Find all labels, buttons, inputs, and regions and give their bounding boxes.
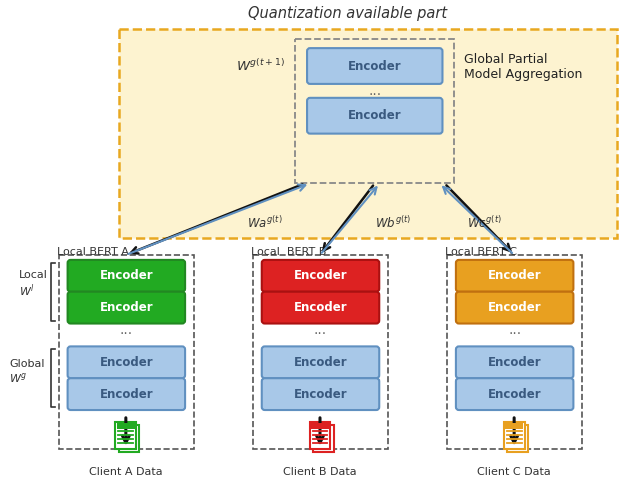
Text: Client A Data: Client A Data <box>89 467 163 477</box>
Bar <box>504 422 525 449</box>
Text: Encoder: Encoder <box>294 356 348 369</box>
Bar <box>311 424 329 429</box>
Text: ...: ... <box>508 323 521 337</box>
Text: ...: ... <box>368 84 381 98</box>
Text: $Wb^{g(t)}$: $Wb^{g(t)}$ <box>374 215 411 231</box>
FancyBboxPatch shape <box>68 378 185 410</box>
FancyBboxPatch shape <box>262 292 380 323</box>
Text: Global
$W^g$: Global $W^g$ <box>10 359 45 385</box>
Text: Encoder: Encoder <box>488 356 541 369</box>
Text: Encoder: Encoder <box>294 269 348 282</box>
Text: Encoder: Encoder <box>294 301 348 314</box>
Bar <box>295 39 454 183</box>
FancyBboxPatch shape <box>456 347 573 378</box>
Text: Local BERT C: Local BERT C <box>445 247 518 257</box>
Bar <box>115 422 136 449</box>
FancyBboxPatch shape <box>68 292 185 323</box>
Bar <box>310 422 330 449</box>
Bar <box>506 424 523 429</box>
Text: Encoder: Encoder <box>100 356 153 369</box>
FancyBboxPatch shape <box>456 378 573 410</box>
Text: ...: ... <box>314 323 327 337</box>
Text: Global Partial
Model Aggregation: Global Partial Model Aggregation <box>465 53 583 81</box>
Bar <box>118 425 140 452</box>
Text: Encoder: Encoder <box>294 388 348 401</box>
Text: $Wc^{g(t)}$: $Wc^{g(t)}$ <box>467 215 502 231</box>
FancyBboxPatch shape <box>456 260 573 292</box>
FancyBboxPatch shape <box>262 260 380 292</box>
FancyBboxPatch shape <box>119 29 617 238</box>
FancyBboxPatch shape <box>307 98 442 134</box>
Text: Local  BERT B: Local BERT B <box>252 247 326 257</box>
Text: Encoder: Encoder <box>348 60 401 73</box>
Text: Encoder: Encoder <box>348 109 401 122</box>
Text: Local BERT A: Local BERT A <box>57 247 129 257</box>
Text: Encoder: Encoder <box>100 388 153 401</box>
Text: Encoder: Encoder <box>488 388 541 401</box>
FancyBboxPatch shape <box>307 48 442 84</box>
Text: Encoder: Encoder <box>100 269 153 282</box>
Text: Encoder: Encoder <box>488 301 541 314</box>
Bar <box>507 425 528 452</box>
Text: Encoder: Encoder <box>488 269 541 282</box>
FancyBboxPatch shape <box>262 347 380 378</box>
Bar <box>59 255 193 449</box>
FancyBboxPatch shape <box>68 260 185 292</box>
Bar <box>253 255 388 449</box>
FancyBboxPatch shape <box>262 378 380 410</box>
Bar <box>117 424 134 429</box>
Text: Quantization available part: Quantization available part <box>248 6 447 21</box>
Text: Local
$W^l$: Local $W^l$ <box>19 270 48 300</box>
Text: ...: ... <box>120 323 133 337</box>
Text: $W^{g(t+1)}$: $W^{g(t+1)}$ <box>236 58 285 74</box>
FancyBboxPatch shape <box>456 292 573 323</box>
Text: Client C Data: Client C Data <box>477 467 551 477</box>
Bar <box>447 255 582 449</box>
FancyBboxPatch shape <box>68 347 185 378</box>
Text: $Wa^{g(t)}$: $Wa^{g(t)}$ <box>248 215 283 231</box>
Text: Client B Data: Client B Data <box>283 467 357 477</box>
Bar <box>313 425 333 452</box>
Text: Encoder: Encoder <box>100 301 153 314</box>
